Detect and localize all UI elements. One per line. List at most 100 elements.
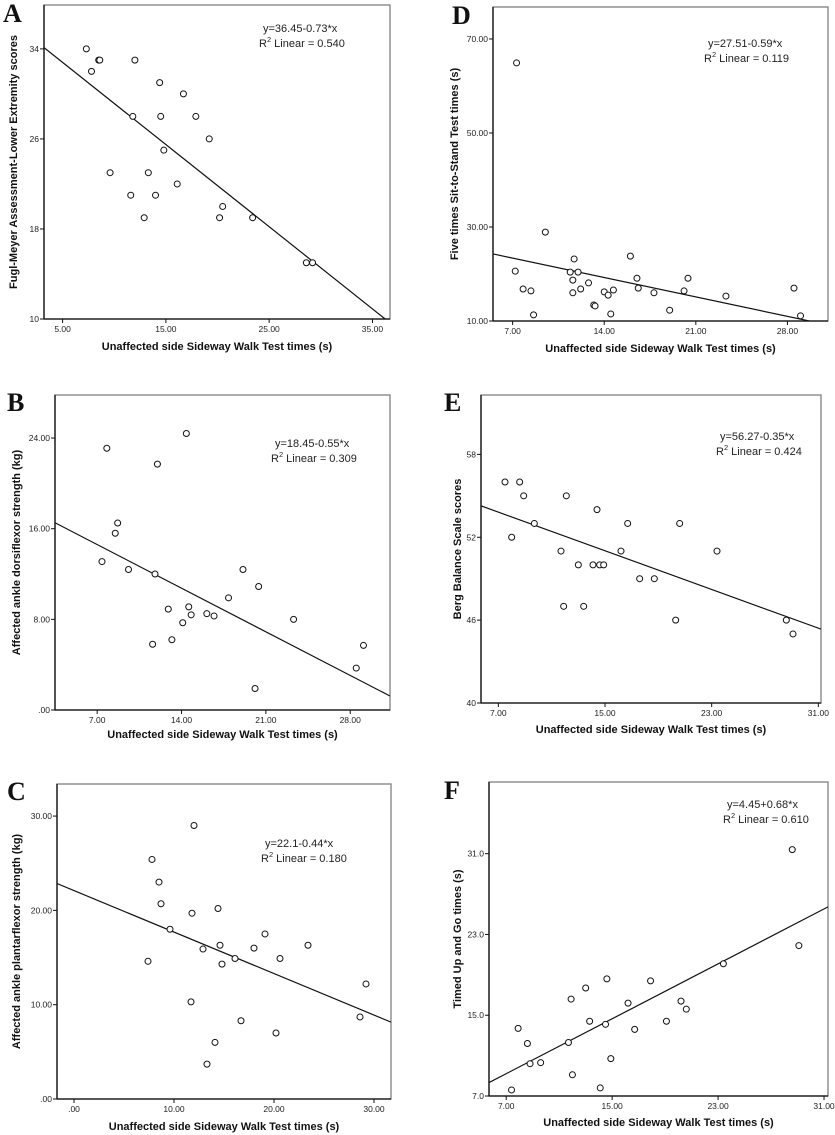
x-axis-title: Unaffected side Sideway Walk Test times … — [545, 343, 776, 355]
data-point — [789, 630, 797, 638]
data-point — [722, 292, 730, 300]
data-point — [636, 575, 644, 583]
data-point — [218, 960, 226, 968]
data-point — [677, 997, 685, 1005]
equation-label: y=27.51-0.59*x — [708, 38, 783, 50]
plot-frame — [488, 781, 829, 1097]
data-point — [560, 602, 568, 610]
x-tick-label: 14.00 — [171, 715, 193, 725]
y-tick-label: 46 — [467, 615, 477, 625]
data-point — [519, 285, 527, 293]
data-point — [574, 268, 582, 276]
data-point — [155, 878, 163, 886]
y-tick-label: 24.00 — [29, 433, 51, 443]
x-axis-title: Unaffected side Sideway Walk Test times … — [109, 1121, 340, 1133]
data-point — [111, 529, 119, 537]
data-point — [96, 56, 104, 64]
data-point — [153, 460, 161, 468]
data-point — [713, 547, 721, 555]
panel-f: F 7.00 15.00 23.00 31.00 7.0 15.0 23.0 31.0 Unaff… — [444, 776, 835, 1129]
data-point — [249, 214, 257, 222]
x-tick-label: .00 — [68, 1104, 80, 1114]
data-point — [797, 312, 805, 320]
data-point — [272, 1029, 280, 1037]
data-point — [520, 492, 528, 500]
y-tick-label: 18 — [30, 224, 40, 234]
data-point — [98, 558, 106, 566]
equation-label: y=18.45-0.55*x — [275, 438, 350, 450]
data-point — [523, 1039, 531, 1047]
regression-line — [44, 47, 387, 319]
data-point — [192, 112, 200, 120]
data-point — [530, 519, 538, 527]
data-point — [144, 957, 152, 965]
panel-e: E 7.00 15.00 23.00 31.00 40 46 52 58 Unaffected s… — [444, 388, 829, 736]
data-point — [682, 1005, 690, 1013]
data-point — [149, 640, 157, 648]
x-tick-label: 20.00 — [263, 1104, 285, 1114]
data-point — [203, 1060, 211, 1068]
data-point — [591, 302, 599, 310]
data-point — [596, 1084, 604, 1092]
y-tick-label: 30.00 — [467, 222, 489, 232]
data-point — [684, 274, 692, 282]
data-point — [676, 519, 684, 527]
data-point — [160, 146, 168, 154]
data-point — [577, 285, 585, 293]
x-axis-title: Unaffected side Sideway Walk Test times … — [536, 724, 767, 736]
data-point — [157, 900, 165, 908]
equation-label: y=36.45-0.73*x — [263, 23, 338, 35]
data-point — [508, 533, 516, 541]
x-axis-title: Unaffected side Sideway Walk Test times … — [107, 729, 338, 741]
data-point — [152, 191, 160, 199]
panel-label: C — [7, 777, 26, 806]
data-point — [129, 112, 137, 120]
x-tick-label: 7.00 — [89, 715, 106, 725]
data-point — [567, 995, 575, 1003]
data-point — [568, 1071, 576, 1079]
data-point — [127, 191, 135, 199]
data-point — [570, 255, 578, 263]
regression-line — [489, 906, 828, 1084]
equation-label: y=56.27-0.35*x — [720, 431, 795, 443]
data-point — [593, 506, 601, 514]
x-tick-label: 7.00 — [504, 326, 521, 336]
panel-a: A 5.00 15.00 25.00 35.00 10 18 26 34 Unaffected s… — [3, 0, 391, 353]
data-point — [187, 611, 195, 619]
regression-line — [57, 882, 391, 1023]
r-squared-label: R2 Linear = 0.119 — [704, 50, 789, 65]
y-axis-title: Berg Balance Scale scores — [452, 479, 464, 620]
y-tick-label: 31.0 — [467, 849, 484, 859]
data-point — [185, 603, 193, 611]
data-point — [650, 289, 658, 297]
r-squared-label: R2 Linear = 0.540 — [259, 35, 345, 50]
data-point — [607, 310, 615, 318]
x-axis-title: Unaffected side Sideway Walk Test times … — [102, 341, 333, 353]
data-point — [199, 945, 207, 953]
data-point — [106, 169, 114, 177]
data-point — [626, 252, 634, 260]
x-tick-label: 14.00 — [594, 326, 616, 336]
data-point — [526, 1060, 534, 1068]
x-tick-label: 28.00 — [340, 715, 362, 725]
y-tick-label: 15.0 — [467, 1010, 484, 1020]
data-point — [148, 855, 156, 863]
data-point — [582, 984, 590, 992]
data-point — [156, 79, 164, 87]
x-tick-label: 25.00 — [259, 324, 281, 334]
data-point — [188, 909, 196, 917]
y-axis-title: Five times Sit-to-Stand Test times (s) — [449, 67, 461, 260]
data-point — [541, 228, 549, 236]
data-point — [356, 1013, 364, 1021]
y-axis-title: Affected ankle dorsiflexor strength (kg) — [11, 449, 23, 655]
data-point — [203, 610, 211, 618]
data-point — [516, 478, 524, 486]
panel-d: D 7.00 14.00 21.00 28.00 10.00 30.00 50.00 70.00… — [449, 1, 829, 355]
regression-line — [481, 505, 821, 630]
data-point — [131, 56, 139, 64]
data-point — [231, 954, 239, 962]
y-tick-label: 20.00 — [31, 905, 53, 915]
data-point — [211, 1038, 219, 1046]
data-point — [290, 615, 298, 623]
